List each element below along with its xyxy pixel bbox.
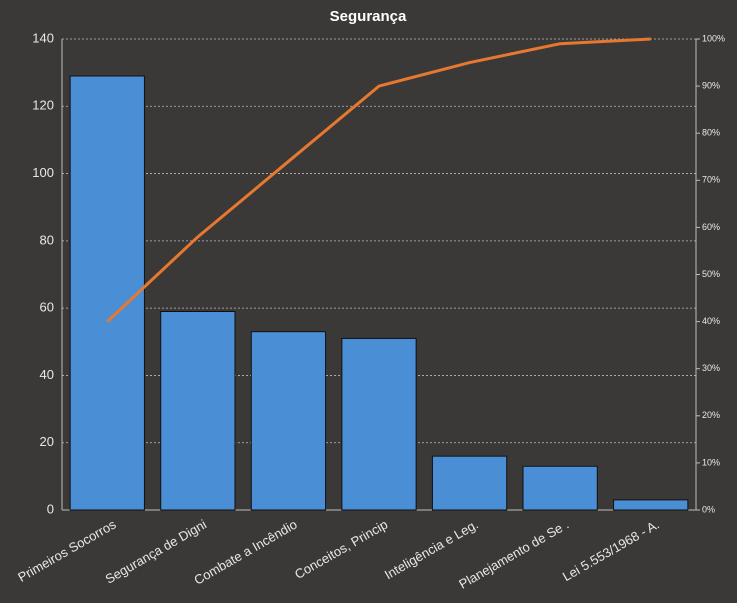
y-tick-label: 40: [40, 367, 54, 382]
chart-title: Segurança: [330, 8, 407, 25]
y-tick-label: 140: [32, 30, 54, 45]
y2-tick-label: 0%: [702, 504, 715, 514]
y2-tick-label: 50%: [702, 269, 720, 279]
y-tick-label: 20: [40, 434, 54, 449]
y2-tick-label: 60%: [702, 222, 720, 232]
y2-tick-label: 40%: [702, 316, 720, 326]
bar: [69, 75, 145, 511]
y-tick-label: 100: [32, 165, 54, 180]
y-tick-label: 120: [32, 98, 54, 113]
bar: [431, 455, 508, 511]
bar: [341, 337, 417, 511]
bar: [250, 331, 327, 511]
y2-tick-label: 30%: [702, 363, 720, 373]
y-tick-label: 80: [40, 232, 54, 247]
y2-tick-label: 10%: [702, 457, 720, 467]
bar: [522, 465, 598, 511]
y2-tick-label: 70%: [702, 175, 720, 185]
y2-tick-label: 80%: [702, 128, 720, 138]
y-tick-label: 60: [40, 300, 54, 315]
bar: [160, 311, 236, 511]
y-tick-label: 0: [47, 501, 54, 516]
bar: [613, 499, 689, 511]
y2-tick-label: 90%: [702, 80, 720, 90]
y2-tick-label: 20%: [702, 410, 720, 420]
cumulative-line: [106, 37, 651, 323]
y2-tick-label: 100%: [702, 33, 725, 43]
